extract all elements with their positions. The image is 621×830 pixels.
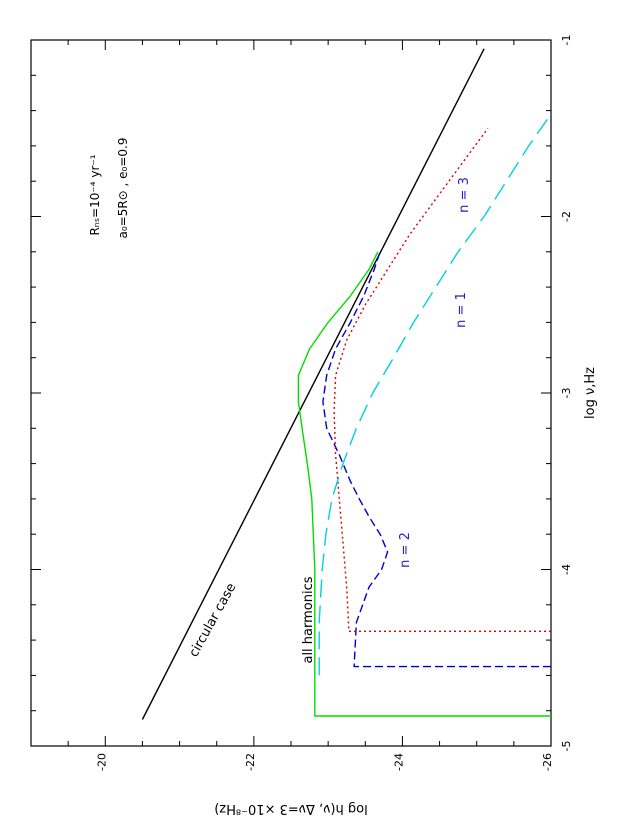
y-tick-label: -20 [95, 753, 108, 771]
series-line-4 [318, 118, 548, 676]
series-line-0 [141, 48, 485, 720]
label-all-harmonics: all harmonics [301, 576, 316, 663]
x-tick-label: -1 [560, 35, 573, 46]
series-line-2 [322, 251, 551, 668]
y-axis-label: log h(ν, Δν=3 ×10⁻⁸Hz) [214, 801, 367, 816]
x-tick-label: -3 [560, 388, 573, 399]
y-tick-label: -24 [392, 753, 405, 771]
label-n2: n = 2 [398, 532, 413, 568]
x-tick-label: -2 [560, 211, 573, 222]
label-param-orbit: a₀=5R⊙ , e₀=0.9 [116, 137, 130, 238]
x-tick-label: -4 [560, 564, 573, 575]
x-axis-label: log ν,Hz [583, 367, 598, 419]
label-param-rate: Rₙₛ=10⁻⁴ yr⁻¹ [88, 154, 102, 235]
plot-frame [30, 39, 552, 747]
y-tick-label: -22 [244, 753, 257, 771]
label-n3: n = 3 [457, 177, 472, 213]
label-n1: n = 1 [454, 292, 469, 328]
series-line-3 [333, 127, 551, 632]
x-tick-label: -5 [560, 741, 573, 752]
label-circular-case: circular case [186, 581, 239, 660]
series-line-1 [297, 251, 551, 717]
y-tick-label: -26 [541, 753, 554, 771]
